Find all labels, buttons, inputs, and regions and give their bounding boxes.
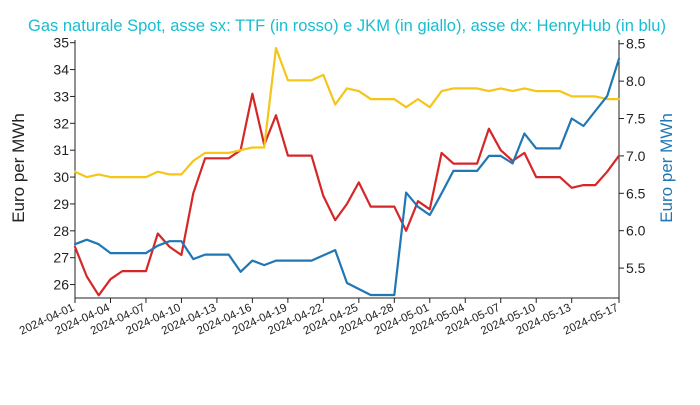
chart-title: Gas naturale Spot, asse sx: TTF (in ross…	[28, 17, 666, 35]
series-line-1	[73, 92, 621, 297]
y-axis-left-label: Euro per MWh	[9, 113, 28, 223]
y-left-tick-label: 27	[53, 250, 69, 266]
axes: 26 27 28 29 30 31 32 33 34 35 5.5 6.0 6.5 7.0 7.5 8.0 8.…	[18, 35, 646, 338]
y-left-tick-label: 30	[53, 169, 69, 185]
y-left-tick-label: 32	[53, 115, 69, 131]
series-layer	[73, 46, 621, 297]
y-right-tick-label: 6.5	[626, 185, 646, 201]
y-left-tick-label: 33	[53, 88, 69, 104]
y-right-tick-label: 7.5	[626, 111, 646, 127]
y-left-tick-label: 31	[53, 142, 69, 158]
y-right-tick-label: 8.5	[626, 36, 646, 52]
y-left-tick-label: 29	[53, 196, 69, 212]
y-left-tick-label: 28	[53, 223, 69, 239]
y-left-tick-label: 35	[53, 35, 69, 51]
x-tick-label: 2024-05-17	[562, 302, 620, 338]
y-right-tick-label: 6.0	[626, 223, 646, 239]
y-left-tick-label: 26	[53, 277, 69, 293]
y-right-tick-label: 7.0	[626, 148, 646, 164]
series-line-2	[73, 46, 621, 179]
y-left-tick-label: 34	[53, 62, 69, 78]
y-axis-right-label: Euro per MWh	[657, 113, 676, 223]
series-line-3	[73, 57, 621, 297]
y-right-tick-label: 5.5	[626, 260, 646, 276]
y-right-tick-label: 8.0	[626, 73, 646, 89]
